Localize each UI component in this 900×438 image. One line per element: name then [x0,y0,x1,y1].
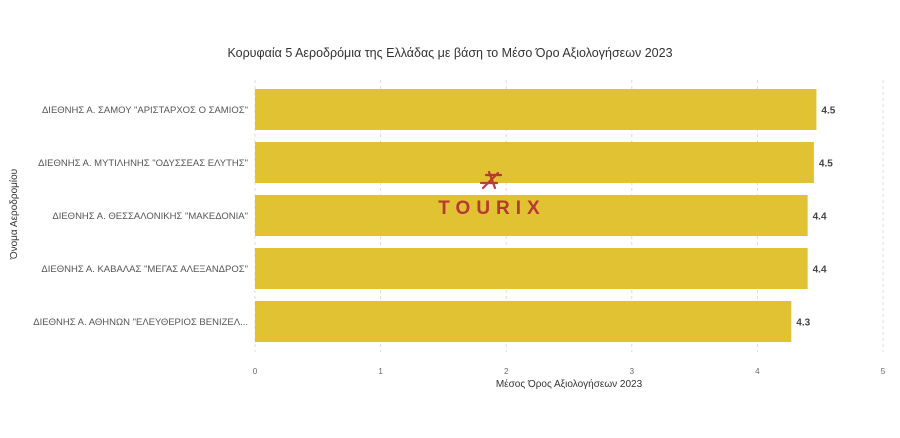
chart-title: Κορυφαία 5 Αεροδρόμια της Ελλάδας με βάσ… [227,46,672,60]
tourix-logo-icon [479,170,503,190]
value-label: 4.3 [796,318,810,329]
bar [255,142,814,183]
category-label: ΔΙΕΘΝΗΣ Α. ΘΕΣΣΑΛΟΝΙΚΗΣ "ΜΑΚΕΔΟΝΙΑ" [52,211,248,222]
bar [255,195,808,236]
category-label: ΔΙΕΘΝΗΣ Α. ΣΑΜΟΥ "ΑΡΙΣΤΑΡΧΟΣ Ο ΣΑΜΙΟΣ" [42,105,248,116]
category-label: ΔΙΕΘΝΗΣ Α. ΚΑΒΑΛΑΣ "ΜΕΓΑΣ ΑΛΕΞΑΝΔΡΟΣ" [41,264,248,275]
value-label: 4.4 [813,265,827,276]
value-label: 4.4 [813,212,827,223]
x-tick-label: 4 [755,367,760,376]
value-label: 4.5 [821,106,835,117]
tourix-watermark: TOURIX [438,170,545,219]
category-label: ΔΙΕΘΝΗΣ Α. ΜΥΤΙΛΗΝΗΣ "ΟΔΥΣΣΕΑΣ ΕΛΥΤΗΣ" [38,158,248,169]
x-axis-title: Μέσος Όρος Αξιολογήσεων 2023 [496,378,643,390]
tourix-logo-text: TOURIX [438,198,545,219]
bar [255,301,792,342]
x-tick-label: 0 [253,367,258,376]
category-label: ΔΙΕΘΝΗΣ Α. ΑΘΗΝΩΝ "ΕΛΕΥΘΕΡΙΟΣ ΒΕΝΙΖΕΛ... [33,317,248,328]
bar [255,89,817,130]
bars-layer [255,89,817,342]
value-labels: 4.5 4.5 4.4 4.4 4.3 [796,106,835,329]
x-tick-label: 3 [630,367,635,376]
x-tick-label: 5 [881,367,886,376]
x-tick-label: 2 [504,367,509,376]
value-label: 4.5 [819,159,833,170]
bar [255,248,808,289]
x-tick-label: 1 [378,367,383,376]
y-axis-title: Όνομα Αεροδρομίου [8,169,20,260]
x-tick-labels: 0 1 2 3 4 5 [253,367,886,376]
category-labels: ΔΙΕΘΝΗΣ Α. ΣΑΜΟΥ "ΑΡΙΣΤΑΡΧΟΣ Ο ΣΑΜΙΟΣ" ΔΙ… [33,105,248,328]
